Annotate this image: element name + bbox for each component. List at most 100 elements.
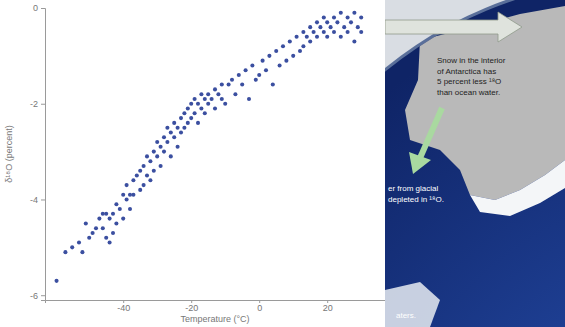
point (264, 68, 268, 72)
y-tick-mark (41, 295, 45, 296)
point (203, 97, 207, 101)
point (84, 221, 88, 225)
point (182, 111, 186, 115)
runoff-arrow-shaft (420, 108, 442, 158)
point (346, 16, 350, 20)
point (346, 30, 350, 34)
point (356, 25, 360, 29)
point (278, 63, 282, 67)
point (155, 154, 159, 158)
point (80, 250, 84, 254)
point (335, 20, 339, 24)
point (125, 197, 129, 201)
point (131, 193, 135, 197)
point (162, 135, 166, 139)
ice-shelf (470, 160, 565, 216)
point (233, 92, 237, 96)
y-tick-mark (41, 8, 45, 9)
point (114, 202, 118, 206)
point (298, 49, 302, 53)
point (63, 250, 67, 254)
point (352, 11, 356, 15)
point (128, 207, 132, 211)
point (121, 193, 125, 197)
point (77, 241, 81, 245)
point (169, 130, 173, 134)
point (193, 111, 197, 115)
globe-surface (385, 6, 565, 327)
point (230, 78, 234, 82)
y-tick-label: 0 (33, 3, 38, 13)
point (315, 20, 319, 24)
point (162, 150, 166, 154)
point (332, 30, 336, 34)
globe-rim (385, 0, 565, 327)
point (349, 20, 353, 24)
point (142, 164, 146, 168)
point (325, 20, 329, 24)
point (97, 217, 101, 221)
y-tick-mark (41, 199, 45, 200)
illustration (385, 0, 565, 327)
point (295, 35, 299, 39)
point (216, 92, 220, 96)
point (315, 35, 319, 39)
x-tick: 0 (257, 300, 262, 313)
point (152, 150, 156, 154)
point (301, 44, 305, 48)
annotation: Snow in the interiorof Antarctica has5 p… (437, 56, 506, 97)
x-tick-label: -40 (117, 303, 130, 313)
point (254, 78, 258, 82)
annotation-line: aters. (396, 311, 416, 320)
point (274, 49, 278, 53)
antarctica-land (405, 6, 565, 200)
point (193, 97, 197, 101)
x-tick-label: 20 (323, 303, 333, 313)
point (352, 39, 356, 43)
point (70, 245, 74, 249)
annotation: aters. (396, 311, 416, 320)
point (305, 35, 309, 39)
point (87, 236, 91, 240)
point (159, 145, 163, 149)
point (339, 11, 343, 15)
point (244, 68, 248, 72)
x-axis-line (46, 301, 386, 304)
point (339, 35, 343, 39)
x-tick: 20 (323, 300, 333, 313)
point (322, 16, 326, 20)
point (125, 183, 129, 187)
point (329, 25, 333, 29)
point (318, 25, 322, 29)
point (186, 121, 190, 125)
point (101, 226, 105, 230)
point (284, 59, 288, 63)
y-axis: 0-2-4-6 (30, 3, 46, 300)
point (308, 39, 312, 43)
point (138, 188, 142, 192)
point (135, 174, 139, 178)
ice-edge (385, 282, 440, 327)
point (220, 97, 224, 101)
point (142, 183, 146, 187)
annotation-line: 5 percent less ¹⁸O (437, 77, 501, 86)
chart-svg: 0-2-4-6-40-20020Temperature (°C)δ¹⁸O (pe… (0, 0, 565, 327)
point (325, 35, 329, 39)
point (138, 169, 142, 173)
point (114, 221, 118, 225)
point (199, 106, 203, 110)
point (281, 44, 285, 48)
point (189, 102, 193, 106)
point (159, 164, 163, 168)
runoff-arrow-head (409, 152, 431, 174)
x-tick: -40 (117, 300, 130, 313)
point (165, 140, 169, 144)
point (301, 30, 305, 34)
ocean (385, 0, 565, 327)
annotation-line: er from glacial (388, 184, 438, 193)
point (322, 30, 326, 34)
point (145, 154, 149, 158)
point (271, 83, 275, 87)
point (332, 16, 336, 20)
point (131, 178, 135, 182)
